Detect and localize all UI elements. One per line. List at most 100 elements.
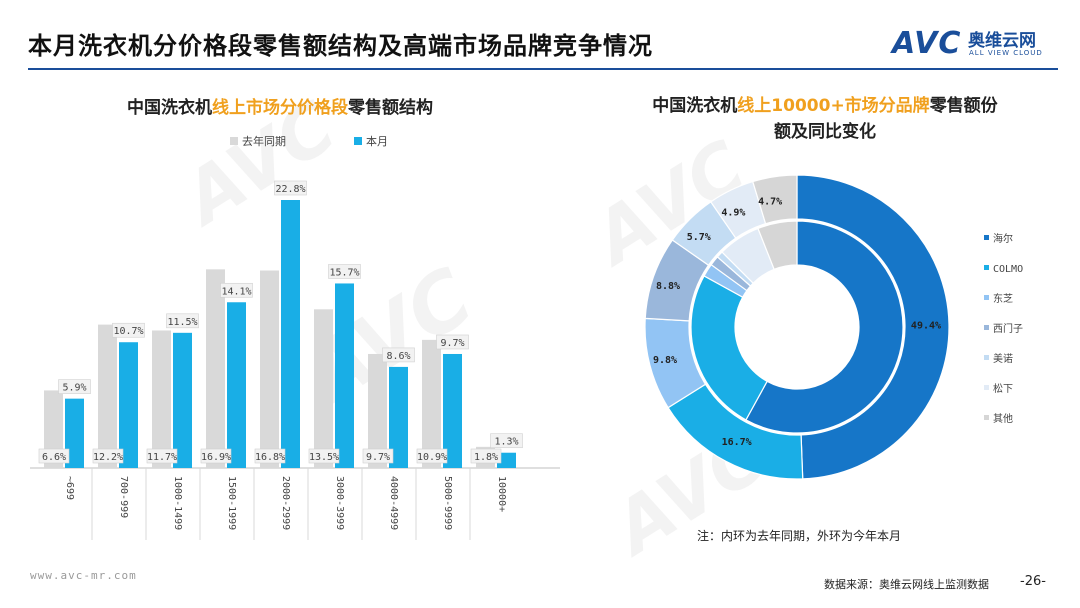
bar-this-month bbox=[281, 200, 300, 468]
outer-ring-label: 4.9% bbox=[721, 208, 745, 219]
inner-ring-slice-1 bbox=[690, 275, 768, 421]
bar-category-label: 5000-9999 bbox=[442, 476, 453, 530]
donut-legend-label: 松下 bbox=[993, 382, 1013, 395]
bar-category-label: 4000-4999 bbox=[388, 476, 399, 530]
bar-this-month bbox=[335, 283, 354, 468]
bar-label-this-month: 14.1% bbox=[221, 286, 251, 297]
donut-legend-swatch bbox=[984, 295, 989, 300]
bar-label-last-year: 9.7% bbox=[366, 452, 390, 463]
donut-note: 注：内环为去年同期，外环为今年本月 bbox=[697, 529, 902, 543]
bar-label-this-month: 9.7% bbox=[440, 338, 464, 349]
outer-ring-label: 16.7% bbox=[722, 437, 752, 448]
outer-ring-label: 8.8% bbox=[656, 281, 680, 292]
bar-label-box-this-month bbox=[220, 282, 253, 298]
bar-label-this-month: 22.8% bbox=[275, 184, 305, 195]
bar-label-this-month: 8.6% bbox=[386, 351, 410, 362]
outer-ring-label: 4.7% bbox=[758, 196, 782, 207]
bar-last-year bbox=[422, 339, 441, 468]
bar-label-box-last-year bbox=[254, 448, 286, 464]
bar-label-last-year: 16.9% bbox=[201, 452, 231, 463]
legend-item-this-month: 本月 bbox=[354, 133, 388, 149]
bar-chart-title: 中国洗衣机线上市场分价格段零售额结构 bbox=[30, 93, 530, 118]
bar-label-box-this-month bbox=[274, 180, 307, 196]
donut-legend-swatch bbox=[984, 235, 989, 240]
legend-swatch-this-month bbox=[354, 137, 362, 145]
outer-ring-label: 5.7% bbox=[687, 232, 711, 243]
bar-label-box-this-month bbox=[166, 313, 199, 329]
donut-title-post: 零售额份 bbox=[929, 96, 998, 116]
bar-label-box-last-year bbox=[308, 448, 340, 464]
donut-legend-swatch bbox=[984, 265, 989, 270]
bar-label-this-month: 1.3% bbox=[494, 437, 518, 448]
bar-this-month bbox=[443, 353, 462, 468]
outer-ring-label: 49.4% bbox=[911, 321, 941, 332]
bar-category-label: 1500-1999 bbox=[226, 476, 237, 530]
bar-label-this-month: 11.5% bbox=[167, 317, 197, 328]
bar-label-box-this-month bbox=[382, 347, 415, 363]
website-url: www.avc-mr.com bbox=[30, 569, 137, 582]
inner-ring-slice-6 bbox=[757, 220, 798, 271]
legend-label-last-year: 去年同期 bbox=[242, 135, 286, 148]
bar-label-box-this-month bbox=[58, 379, 91, 394]
data-source: 数据来源：奥维云网线上监测数据 bbox=[824, 578, 989, 591]
bar-this-month bbox=[119, 342, 138, 468]
donut-legend-label: 东芝 bbox=[993, 292, 1013, 305]
outer-ring-slice-6 bbox=[752, 174, 798, 225]
bar-this-month bbox=[173, 332, 192, 468]
bar-title-post: 零售额结构 bbox=[348, 98, 433, 118]
donut-legend-label: COLMO bbox=[993, 264, 1023, 275]
donut-legend-swatch bbox=[984, 325, 989, 330]
legend-label-this-month: 本月 bbox=[366, 135, 388, 148]
bar-label-last-year: 11.7% bbox=[147, 452, 177, 463]
donut-legend-label: 海尔 bbox=[993, 232, 1013, 245]
donut-legend-swatch bbox=[984, 385, 989, 390]
bar-label-box-last-year bbox=[362, 448, 394, 464]
logo-chinese-name: 奥维云网 bbox=[968, 31, 1036, 51]
bar-label-box-this-month bbox=[436, 334, 469, 350]
donut-title-highlight: 线上10000+市场分品牌 bbox=[737, 96, 930, 116]
bar-last-year bbox=[152, 330, 171, 468]
bar-category-label: 10000+ bbox=[496, 476, 507, 512]
logo-english-name: ALL VIEW CLOUD bbox=[969, 49, 1043, 57]
outer-ring-slice-0 bbox=[796, 174, 950, 480]
bar-title-pre: 中国洗衣机 bbox=[127, 98, 212, 118]
bar-title-highlight: 线上市场分价格段 bbox=[212, 98, 348, 118]
page-title: 本月洗衣机分价格段零售额结构及高端市场品牌竞争情况 bbox=[28, 32, 653, 60]
bar-label-box-last-year bbox=[146, 448, 178, 464]
page-number: -26- bbox=[1020, 574, 1046, 589]
bar-label-last-year: 13.5% bbox=[309, 452, 339, 463]
bar-label-box-this-month bbox=[112, 322, 145, 338]
bar-label-box-last-year bbox=[470, 448, 502, 464]
bar-category-label: 1000-1499 bbox=[172, 476, 183, 530]
bar-last-year bbox=[206, 269, 225, 468]
donut-legend-label: 美诺 bbox=[993, 352, 1013, 365]
bar-last-year bbox=[98, 324, 117, 468]
bar-last-year bbox=[368, 353, 387, 468]
bar-label-box-last-year bbox=[92, 448, 124, 464]
bar-label-last-year: 6.6% bbox=[42, 452, 66, 463]
logo-mark: AVC bbox=[892, 26, 962, 61]
bar-label-box-this-month bbox=[328, 264, 361, 279]
donut-legend-label: 西门子 bbox=[993, 322, 1023, 335]
bar-category-label: 3000-3999 bbox=[334, 476, 345, 530]
bar-label-last-year: 1.8% bbox=[474, 452, 498, 463]
bar-label-box-this-month bbox=[490, 433, 523, 449]
bar-last-year bbox=[44, 390, 63, 468]
inner-ring-slice-0 bbox=[745, 220, 904, 434]
bar-this-month bbox=[65, 398, 84, 468]
bar-category-label: 2000-2999 bbox=[280, 476, 291, 530]
bar-label-this-month: 10.7% bbox=[113, 326, 143, 337]
donut-title-line2: 额及同比变化 bbox=[774, 122, 876, 142]
bar-label-this-month: 5.9% bbox=[62, 383, 86, 394]
avc-logo: AVC 奥维云网 ALL VIEW CLOUD bbox=[892, 24, 1054, 64]
donut-chart-title: 中国洗衣机线上10000+市场分品牌零售额份 额及同比变化 bbox=[590, 93, 1060, 145]
legend-swatch-last-year bbox=[230, 137, 238, 145]
bar-label-this-month: 15.7% bbox=[329, 267, 359, 278]
bar-label-last-year: 10.9% bbox=[417, 452, 447, 463]
bar-this-month bbox=[227, 302, 246, 468]
donut-title-line1: 中国洗衣机线上10000+市场分品牌零售额份 bbox=[590, 93, 1060, 119]
bar-this-month bbox=[497, 452, 516, 468]
bar-this-month bbox=[389, 366, 408, 468]
